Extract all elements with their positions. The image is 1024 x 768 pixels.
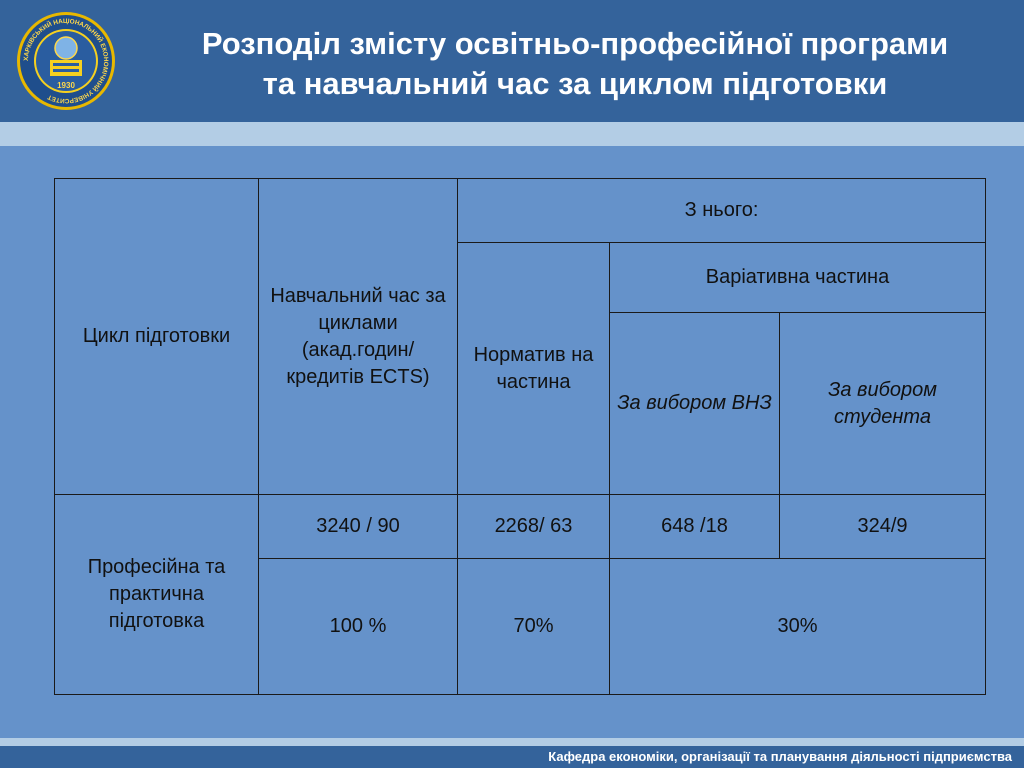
header-variable: Варіативна частина <box>609 242 986 313</box>
cell-cycle-name: Професійна та практична підготовка <box>54 494 259 695</box>
cell-normative: 2268/ 63 <box>457 494 610 559</box>
header-normative: Норматив на частина <box>457 242 610 495</box>
seal-year: 1930 <box>57 81 75 90</box>
table-row: Професійна та практична підготовка 3240 … <box>54 494 986 695</box>
header-cycle: Цикл підготовки <box>54 178 259 495</box>
cell-study-time-pct: 100 % <box>258 558 458 695</box>
header-divider-stripe <box>0 122 1024 146</box>
page-title: Розподіл змісту освітньо-професійної про… <box>140 24 1010 104</box>
table-row: 100 % 70% 30% <box>55 558 986 695</box>
curriculum-table: Цикл підготовки Навчальний час за циклам… <box>54 178 986 695</box>
cell-by-student: 324/9 <box>779 494 986 559</box>
table-header-row-3: За вибором ВНЗ За вибором студента <box>55 312 986 495</box>
header-study-time: Навчальний час за циклами (акад.годин/ к… <box>258 178 458 495</box>
cell-by-university: 648 /18 <box>609 494 780 559</box>
table-header-row-1: Цикл підготовки Навчальний час за циклам… <box>54 178 986 495</box>
cell-normative-pct: 70% <box>457 558 610 695</box>
title-line-1: Розподіл змісту освітньо-професійної про… <box>201 26 949 61</box>
university-seal-icon: ХАРКІВСЬКИЙ НАЦІОНАЛЬНИЙ ЕКОНОМІЧНИЙ УНІ… <box>16 10 116 112</box>
header-by-university: За вибором ВНЗ <box>609 312 780 495</box>
table-header-row-2: Норматив на частина Варіативна частина <box>55 242 986 495</box>
header-of-which: З нього: <box>457 178 986 243</box>
footer-bar: Кафедра економіки, організації та планув… <box>0 746 1024 768</box>
cell-study-time: 3240 / 90 <box>258 494 458 559</box>
cell-variable-pct: 30% <box>609 558 986 695</box>
header-by-student: За вибором студента <box>779 312 986 495</box>
title-line-2: та навчальний час за циклом підготовки <box>262 66 888 101</box>
header-bar <box>0 0 1024 122</box>
footer-divider-stripe <box>0 738 1024 746</box>
footer-department: Кафедра економіки, організації та планув… <box>548 749 1012 764</box>
